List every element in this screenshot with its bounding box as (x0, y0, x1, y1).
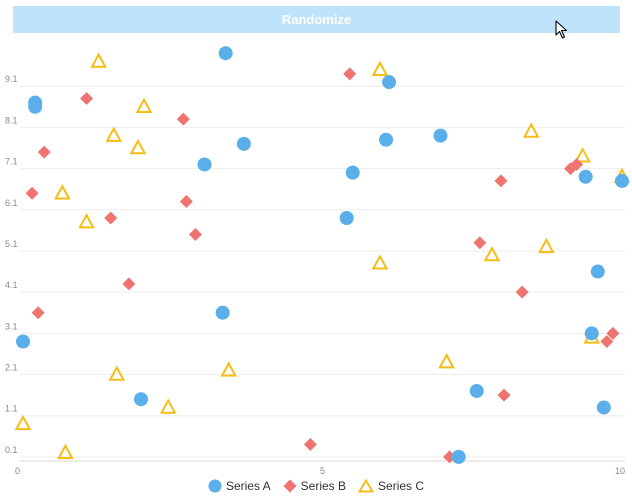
x-tick-label: 0 (15, 466, 20, 476)
triangle-marker-icon (358, 479, 375, 493)
y-tick-label: 3.1 (5, 321, 18, 331)
series-c-point (78, 213, 95, 229)
series-c-point (105, 126, 123, 142)
legend-label-series-c: Series C (378, 479, 425, 493)
series-c-point (14, 414, 32, 431)
series-a-point (218, 46, 233, 61)
series-c-point (159, 398, 177, 414)
series-b-point (497, 388, 511, 402)
legend-label-series-a: Series A (225, 479, 271, 493)
series-a-point (379, 132, 394, 147)
y-tick-label: 5.1 (5, 239, 18, 249)
series-b-point (80, 92, 94, 106)
series-c-point (522, 122, 540, 138)
series-a-point (16, 334, 31, 349)
series-a-point (451, 449, 466, 464)
series-b-point (600, 335, 614, 349)
series-b-point (515, 285, 529, 299)
series-c-point (574, 147, 591, 163)
x-tick-label: 10 (615, 466, 625, 476)
y-tick-label: 0.1 (5, 445, 18, 455)
series-c-point (538, 237, 555, 254)
series-c-point (438, 353, 455, 369)
series-a-point (614, 173, 629, 188)
series-a-point (469, 383, 484, 398)
y-tick-label: 1.1 (5, 404, 18, 414)
series-a-point (584, 326, 599, 341)
legend: Series A Series B Series C (0, 476, 632, 496)
series-b-point (37, 145, 51, 159)
series-a-point (339, 210, 354, 225)
series-a-point (382, 75, 397, 90)
legend-item-series-b[interactable]: Series B (283, 479, 346, 493)
series-b-point (188, 227, 202, 241)
series-a-point (134, 392, 148, 407)
series-a-point (596, 400, 611, 415)
series-c-point (220, 361, 238, 377)
y-tick-label: 9.1 (5, 74, 18, 84)
y-tick-label: 6.1 (5, 198, 18, 208)
series-c-point (135, 97, 153, 114)
series-b-point (104, 211, 118, 225)
randomize-button[interactable]: Randomize (13, 6, 620, 33)
series-b-point (25, 186, 39, 200)
series-a-point (236, 136, 251, 151)
series-c-point (108, 365, 126, 381)
y-tick-label: 8.1 (5, 115, 18, 125)
series-c-point (371, 60, 389, 76)
series-c-point (90, 52, 107, 68)
series-b-point (343, 67, 357, 81)
x-tick-label: 5 (320, 466, 325, 476)
y-tick-label: 2.1 (5, 363, 18, 373)
series-a-point (215, 305, 230, 320)
series-b-point (570, 157, 584, 171)
series-b-point (606, 326, 620, 340)
legend-item-series-c[interactable]: Series C (358, 479, 424, 493)
series-c-point (129, 138, 147, 155)
series-a-point (433, 128, 448, 143)
series-b-point (179, 195, 193, 209)
series-b-point (31, 306, 45, 320)
series-a-point (578, 169, 593, 184)
series-b-point (176, 112, 190, 126)
series-a-point (28, 99, 43, 114)
diamond-marker-icon (283, 479, 297, 493)
series-a-point (590, 264, 605, 279)
series-b-point (303, 438, 317, 452)
legend-label-series-b: Series B (300, 479, 347, 493)
series-c-point (57, 443, 74, 460)
series-c-point (483, 245, 501, 262)
circle-marker-icon (208, 479, 222, 493)
series-c-point (54, 184, 71, 200)
legend-item-series-a[interactable]: Series A (208, 479, 271, 493)
series-c-point (371, 254, 389, 270)
series-a-point (345, 165, 360, 180)
series-b-point (122, 277, 136, 291)
series-b-point (494, 174, 508, 188)
y-tick-label: 4.1 (5, 280, 18, 290)
y-tick-label: 7.1 (5, 157, 18, 167)
series-b-point (473, 236, 487, 250)
series-a-point (197, 157, 212, 172)
mouse-pointer-icon (555, 20, 568, 39)
